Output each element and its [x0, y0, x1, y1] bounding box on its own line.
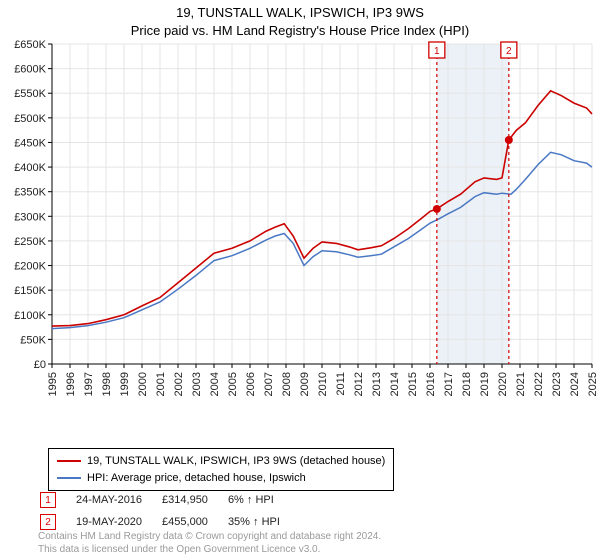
x-tick-label: 2022: [533, 372, 545, 396]
title-line-1: 19, TUNSTALL WALK, IPSWICH, IP3 9WS: [0, 4, 600, 22]
x-tick-label: 2018: [461, 372, 473, 396]
chart-area: 1995 1996 1997 1998 1999 2000 2001 2002 2003 2004…: [0, 38, 600, 418]
legend-label: HPI: Average price, detached house, Ipsw…: [87, 470, 306, 487]
x-tick-label: 1995: [47, 372, 59, 396]
x-tick-label: 2017: [443, 372, 455, 396]
x-tick-label: 2001: [155, 372, 167, 396]
title-line-2: Price paid vs. HM Land Registry's House …: [0, 22, 600, 40]
chart-title: 19, TUNSTALL WALK, IPSWICH, IP3 9WS Pric…: [0, 0, 600, 39]
y-tick-label: £200K: [14, 261, 46, 273]
marker-delta: 6% ↑ HPI: [228, 490, 298, 510]
x-tick-label: 2002: [173, 372, 185, 396]
y-tick-label: £100K: [14, 310, 46, 322]
event-point: [433, 205, 441, 213]
y-tick-label: £250K: [14, 236, 46, 248]
y-tick-label: £150K: [14, 285, 46, 297]
y-tick-label: £400K: [14, 162, 46, 174]
y-tick-label: £450K: [14, 137, 46, 149]
event-point: [505, 136, 513, 144]
x-tick-label: 2016: [425, 372, 437, 396]
x-tick-label: 2024: [569, 372, 581, 396]
marker-badge: 2: [40, 514, 56, 530]
legend-swatch: [57, 477, 81, 479]
marker-row: 1 24-MAY-2016£314,9506% ↑ HPI: [40, 490, 298, 510]
footer-line-2: This data is licensed under the Open Gov…: [38, 543, 381, 556]
x-tick-label: 2009: [299, 372, 311, 396]
x-tick-label: 2010: [317, 372, 329, 396]
x-tick-label: 1999: [119, 372, 131, 396]
y-tick-label: £650K: [14, 39, 46, 51]
event-badge-label: 1: [434, 46, 440, 57]
x-tick-label: 1997: [83, 372, 95, 396]
marker-delta: 35% ↑ HPI: [228, 512, 298, 532]
marker-date: 24-MAY-2016: [76, 490, 160, 510]
y-tick-label: £550K: [14, 88, 46, 100]
legend-row: HPI: Average price, detached house, Ipsw…: [57, 470, 385, 487]
x-tick-label: 2011: [335, 372, 347, 396]
legend-label: 19, TUNSTALL WALK, IPSWICH, IP3 9WS (det…: [87, 453, 385, 470]
legend: 19, TUNSTALL WALK, IPSWICH, IP3 9WS (det…: [48, 448, 394, 491]
x-tick-label: 1998: [101, 372, 113, 396]
y-tick-label: £50K: [20, 334, 46, 346]
footer-line-1: Contains HM Land Registry data © Crown c…: [38, 530, 381, 543]
x-tick-label: 2025: [587, 372, 599, 396]
marker-date: 19-MAY-2020: [76, 512, 160, 532]
x-tick-label: 1996: [65, 372, 77, 396]
x-tick-label: 2003: [191, 372, 203, 396]
y-tick-label: £500K: [14, 113, 46, 125]
marker-row: 2 19-MAY-2020£455,00035% ↑ HPI: [40, 512, 298, 532]
x-tick-label: 2005: [227, 372, 239, 396]
event-badge-label: 2: [506, 46, 512, 57]
y-tick-label: £600K: [14, 64, 46, 76]
x-tick-label: 2019: [479, 372, 491, 396]
x-tick-label: 2008: [281, 372, 293, 396]
line-chart-svg: 1995 1996 1997 1998 1999 2000 2001 2002 2003 2004…: [0, 38, 600, 418]
x-tick-label: 2023: [551, 372, 563, 396]
x-tick-label: 2021: [515, 372, 527, 396]
marker-price: £455,000: [162, 512, 226, 532]
marker-summary-table: 1 24-MAY-2016£314,9506% ↑ HPI 2 19-MAY-2020…: [38, 488, 300, 534]
marker-price: £314,950: [162, 490, 226, 510]
y-tick-label: £0: [34, 359, 46, 371]
y-tick-label: £350K: [14, 187, 46, 199]
x-tick-label: 2015: [407, 372, 419, 396]
x-tick-label: 2004: [209, 372, 221, 396]
x-tick-label: 2006: [245, 372, 257, 396]
legend-swatch: [57, 460, 81, 462]
footer-attribution: Contains HM Land Registry data © Crown c…: [38, 530, 381, 556]
x-tick-label: 2012: [353, 372, 365, 396]
marker-badge: 1: [40, 492, 56, 508]
x-tick-label: 2020: [497, 372, 509, 396]
x-tick-label: 2013: [371, 372, 383, 396]
y-tick-label: £300K: [14, 211, 46, 223]
x-tick-label: 2014: [389, 372, 401, 396]
x-tick-label: 2000: [137, 372, 149, 396]
legend-row: 19, TUNSTALL WALK, IPSWICH, IP3 9WS (det…: [57, 453, 385, 470]
x-tick-label: 2007: [263, 372, 275, 396]
